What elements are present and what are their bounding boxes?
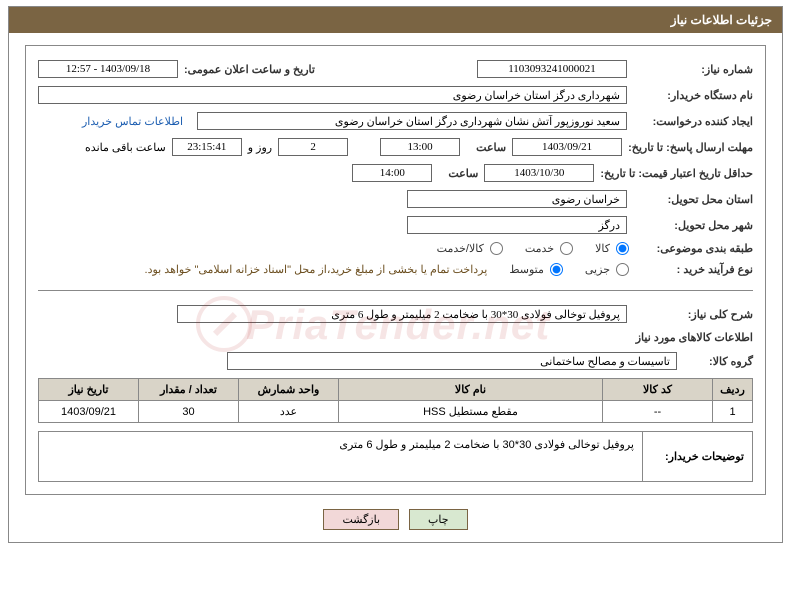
deadline-remain-label: ساعت باقی مانده <box>85 141 166 154</box>
th-date: تاریخ نیاز <box>39 379 139 401</box>
process-label: نوع فرآیند خرید : <box>633 263 753 276</box>
requester-label: ایجاد کننده درخواست: <box>633 115 753 128</box>
announce-label: تاریخ و ساعت اعلان عمومی: <box>184 63 315 76</box>
validity-date-input[interactable] <box>484 164 594 182</box>
process-radio-medium[interactable] <box>550 263 563 276</box>
form-fieldset: PriaTender.net شماره نیاز: تاریخ و ساعت … <box>25 45 766 495</box>
validity-time-input[interactable] <box>352 164 432 182</box>
row-deadline: مهلت ارسال پاسخ: تا تاریخ: ساعت روز و سا… <box>38 138 753 156</box>
row-group: گروه کالا: <box>38 352 753 370</box>
row-need-number: شماره نیاز: تاریخ و ساعت اعلان عمومی: <box>38 60 753 78</box>
deadline-date-input[interactable] <box>512 138 622 156</box>
panel-title: جزئیات اطلاعات نیاز <box>671 13 772 27</box>
row-buyer-org: نام دستگاه خریدار: <box>38 86 753 104</box>
divider-1 <box>38 290 753 291</box>
th-qty: تعداد / مقدار <box>139 379 239 401</box>
cell-code: -- <box>603 401 713 423</box>
panel-content: PriaTender.net شماره نیاز: تاریخ و ساعت … <box>9 33 782 542</box>
city-label: شهر محل تحویل: <box>633 219 753 232</box>
cell-unit: عدد <box>239 401 339 423</box>
button-row: چاپ بازگشت <box>25 509 766 530</box>
overall-label: شرح کلی نیاز: <box>633 308 753 321</box>
province-input[interactable] <box>407 190 627 208</box>
city-input[interactable] <box>407 216 627 234</box>
deadline-remain-input[interactable] <box>172 138 242 156</box>
province-label: استان محل تحویل: <box>633 193 753 206</box>
deadline-days-label: روز و <box>248 141 272 154</box>
th-code: کد کالا <box>603 379 713 401</box>
deadline-days-input[interactable] <box>278 138 348 156</box>
buyer-org-label: نام دستگاه خریدار: <box>633 89 753 102</box>
cell-qty: 30 <box>139 401 239 423</box>
category-label: طبقه بندی موضوعی: <box>633 242 753 255</box>
process-radio-partial[interactable] <box>616 263 629 276</box>
process-opt-partial: جزیی <box>585 263 610 276</box>
category-radio-service[interactable] <box>560 242 573 255</box>
items-section-title: اطلاعات کالاهای مورد نیاز <box>38 331 753 344</box>
process-note: پرداخت تمام یا بخشی از مبلغ خرید،از محل … <box>145 263 488 276</box>
category-opt-goods: کالا <box>595 242 610 255</box>
buyer-desc-text: پروفیل توخالی فولادی 30*30 با ضخامت 2 می… <box>39 432 642 481</box>
validity-time-label: ساعت <box>438 167 478 180</box>
deadline-time-label: ساعت <box>466 141 506 154</box>
validity-label: حداقل تاریخ اعتبار قیمت: تا تاریخ: <box>600 167 753 180</box>
back-button[interactable]: بازگشت <box>323 509 399 530</box>
need-number-input[interactable] <box>477 60 627 78</box>
requester-input[interactable] <box>197 112 627 130</box>
category-opt-service: خدمت <box>525 242 554 255</box>
buyer-desc-label: توضیحات خریدار: <box>642 432 752 481</box>
deadline-time-input[interactable] <box>380 138 460 156</box>
group-input[interactable] <box>227 352 677 370</box>
group-label: گروه کالا: <box>683 355 753 368</box>
main-panel: جزئیات اطلاعات نیاز PriaTender.net شماره… <box>8 6 783 543</box>
row-overall: شرح کلی نیاز: <box>38 305 753 323</box>
overall-input[interactable] <box>177 305 627 323</box>
category-radio-both[interactable] <box>490 242 503 255</box>
th-row: ردیف <box>713 379 753 401</box>
row-validity: حداقل تاریخ اعتبار قیمت: تا تاریخ: ساعت <box>38 164 753 182</box>
contact-link[interactable]: اطلاعات تماس خریدار <box>82 115 183 128</box>
panel-header: جزئیات اطلاعات نیاز <box>9 7 782 33</box>
category-radio-goods[interactable] <box>616 242 629 255</box>
buyer-org-input[interactable] <box>38 86 627 104</box>
buyer-desc-box: توضیحات خریدار: پروفیل توخالی فولادی 30*… <box>38 431 753 482</box>
announce-input[interactable] <box>38 60 178 78</box>
deadline-label: مهلت ارسال پاسخ: تا تاریخ: <box>628 141 753 154</box>
row-province: استان محل تحویل: <box>38 190 753 208</box>
cell-row: 1 <box>713 401 753 423</box>
row-requester: ایجاد کننده درخواست: اطلاعات تماس خریدار <box>38 112 753 130</box>
items-table: ردیف کد کالا نام کالا واحد شمارش تعداد /… <box>38 378 753 423</box>
need-number-label: شماره نیاز: <box>633 63 753 76</box>
row-city: شهر محل تحویل: <box>38 216 753 234</box>
category-opt-both: کالا/خدمت <box>437 242 484 255</box>
cell-name: مقطع مستطیل HSS <box>339 401 603 423</box>
table-row: 1 -- مقطع مستطیل HSS عدد 30 1403/09/21 <box>39 401 753 423</box>
row-category: طبقه بندی موضوعی: کالا خدمت کالا/خدمت <box>38 242 753 255</box>
row-process: نوع فرآیند خرید : جزیی متوسط پرداخت تمام… <box>38 263 753 276</box>
th-name: نام کالا <box>339 379 603 401</box>
table-header-row: ردیف کد کالا نام کالا واحد شمارش تعداد /… <box>39 379 753 401</box>
cell-date: 1403/09/21 <box>39 401 139 423</box>
th-unit: واحد شمارش <box>239 379 339 401</box>
print-button[interactable]: چاپ <box>409 509 468 530</box>
process-opt-medium: متوسط <box>509 263 544 276</box>
